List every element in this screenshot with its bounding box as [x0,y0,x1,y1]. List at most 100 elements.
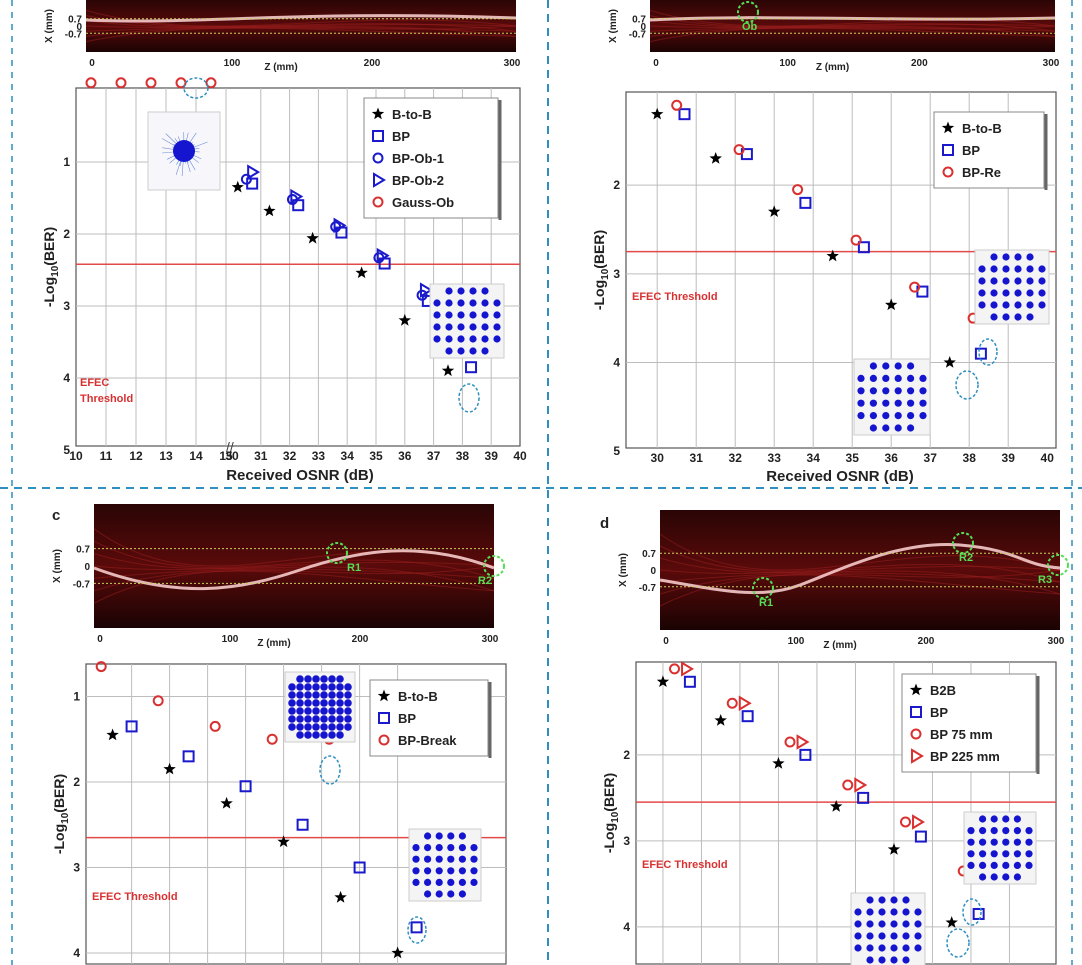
heatmap-streak [93,553,495,592]
data-point [152,695,164,707]
data-point [912,814,925,830]
constellation-dot [1014,289,1022,297]
x-tick-label: 31 [254,449,268,463]
constellation-dot [894,374,902,382]
heatmap-y-label: X (mm) [618,553,629,587]
constellation-dot [979,815,987,823]
data-point [247,164,261,180]
data-point [182,750,195,763]
constellation-dot [1002,277,1010,285]
constellation-dot [435,855,443,863]
heatmap-marker-label: Ob [742,21,758,33]
constellation-dot [882,374,890,382]
data-point [376,247,390,264]
series-b-to-b [651,107,956,368]
constellation-dot [312,707,320,715]
heatmap-marker-ring [483,555,505,577]
constellation-dot [445,311,453,319]
highlight-ring [955,370,979,400]
data-point [909,281,921,293]
y-tick-label: 1 [73,689,80,703]
x-tick-label: 38 [456,449,470,463]
heatmap-y-label: X (mm) [608,9,619,43]
data-point [296,818,309,831]
heatmap-y-tick: 0 [84,562,90,573]
legend-marker [372,130,384,142]
threshold-label: EFEC Threshold [642,859,728,871]
legend-label: B-to-B [962,121,1002,136]
constellation-inset [963,811,1037,885]
constellation-dot [433,311,441,319]
constellation-dot [866,920,874,928]
constellation-inset [408,828,482,902]
constellation-dot [445,347,453,355]
constellation-dot [1014,313,1022,321]
heatmap-x-tick: 100 [779,58,796,69]
data-point [277,835,290,848]
constellation-dot [1013,827,1022,835]
constellation-dot [857,374,865,382]
x-tick-label: 40 [513,449,527,463]
beam-path [659,542,1061,595]
constellation-dot [312,699,320,707]
heatmap-x-tick: 200 [911,58,928,69]
constellation-dot [481,335,489,343]
constellation-dot [1025,861,1033,870]
legend-marker [373,172,386,188]
constellation-dot [457,335,465,343]
constellation-dot [328,699,336,707]
panel-a: 12345-Log10(BER)B-to-BBPBP-Ob-1BP-Ob-2Ga… [41,77,527,484]
legend: B-to-B BP BP-Re [933,111,1048,190]
constellation-dot [435,878,443,887]
constellation-dot [1002,301,1010,309]
constellation-dot [902,908,910,916]
heatmap-x-label: Z (mm) [257,638,290,649]
data-point [885,298,898,311]
legend-label: B2B [930,683,956,698]
x-tick-label: 15 [219,449,233,463]
heatmap-marker-label: R2 [478,575,492,587]
constellation-dot [470,878,478,887]
heatmap-streak [93,561,495,571]
constellation-dot [882,412,890,420]
constellation-dot [907,362,915,370]
constellation-dot [336,731,344,739]
constellation-dot [907,387,915,395]
series-gauss-ob [85,77,217,89]
constellation-dot [336,675,344,683]
heatmap-streak [649,24,1056,28]
constellation-dot [493,299,501,307]
series-b2b [656,675,958,928]
constellation-dot [328,723,336,731]
x-tick-label: 37 [924,451,938,465]
constellation-dot [458,844,466,852]
constellation-dot [1038,289,1046,297]
constellation-dot [288,723,296,731]
legend-marker [378,712,390,724]
constellation-dot [990,861,998,870]
constellation-dot [320,715,328,723]
constellation-dot [978,301,986,309]
data-point [334,890,347,903]
constellation-dot [336,699,344,707]
heatmap-x-label: Z (mm) [823,640,856,651]
series-bp [125,720,423,934]
constellation-dot [336,683,344,691]
constellation-dot [288,683,296,691]
constellation-inset [850,892,926,965]
data-point [830,800,843,812]
constellation-dot [869,399,878,407]
constellation-dot [1002,313,1010,321]
constellation-dot [869,374,878,382]
constellation-dot [412,878,420,887]
x-tick-label: 34 [341,449,355,463]
heatmap-x-tick: 100 [222,634,239,645]
heatmap-marker-label: R1 [347,562,361,574]
constellation-dot [878,896,886,904]
legend-label: BP-Re [962,165,1001,180]
highlight-ring [183,77,209,99]
highlight-ring [458,383,480,413]
constellation-dot [890,908,898,916]
constellation-dot [1002,815,1010,823]
heatmap-y-tick: 0 [640,22,646,33]
